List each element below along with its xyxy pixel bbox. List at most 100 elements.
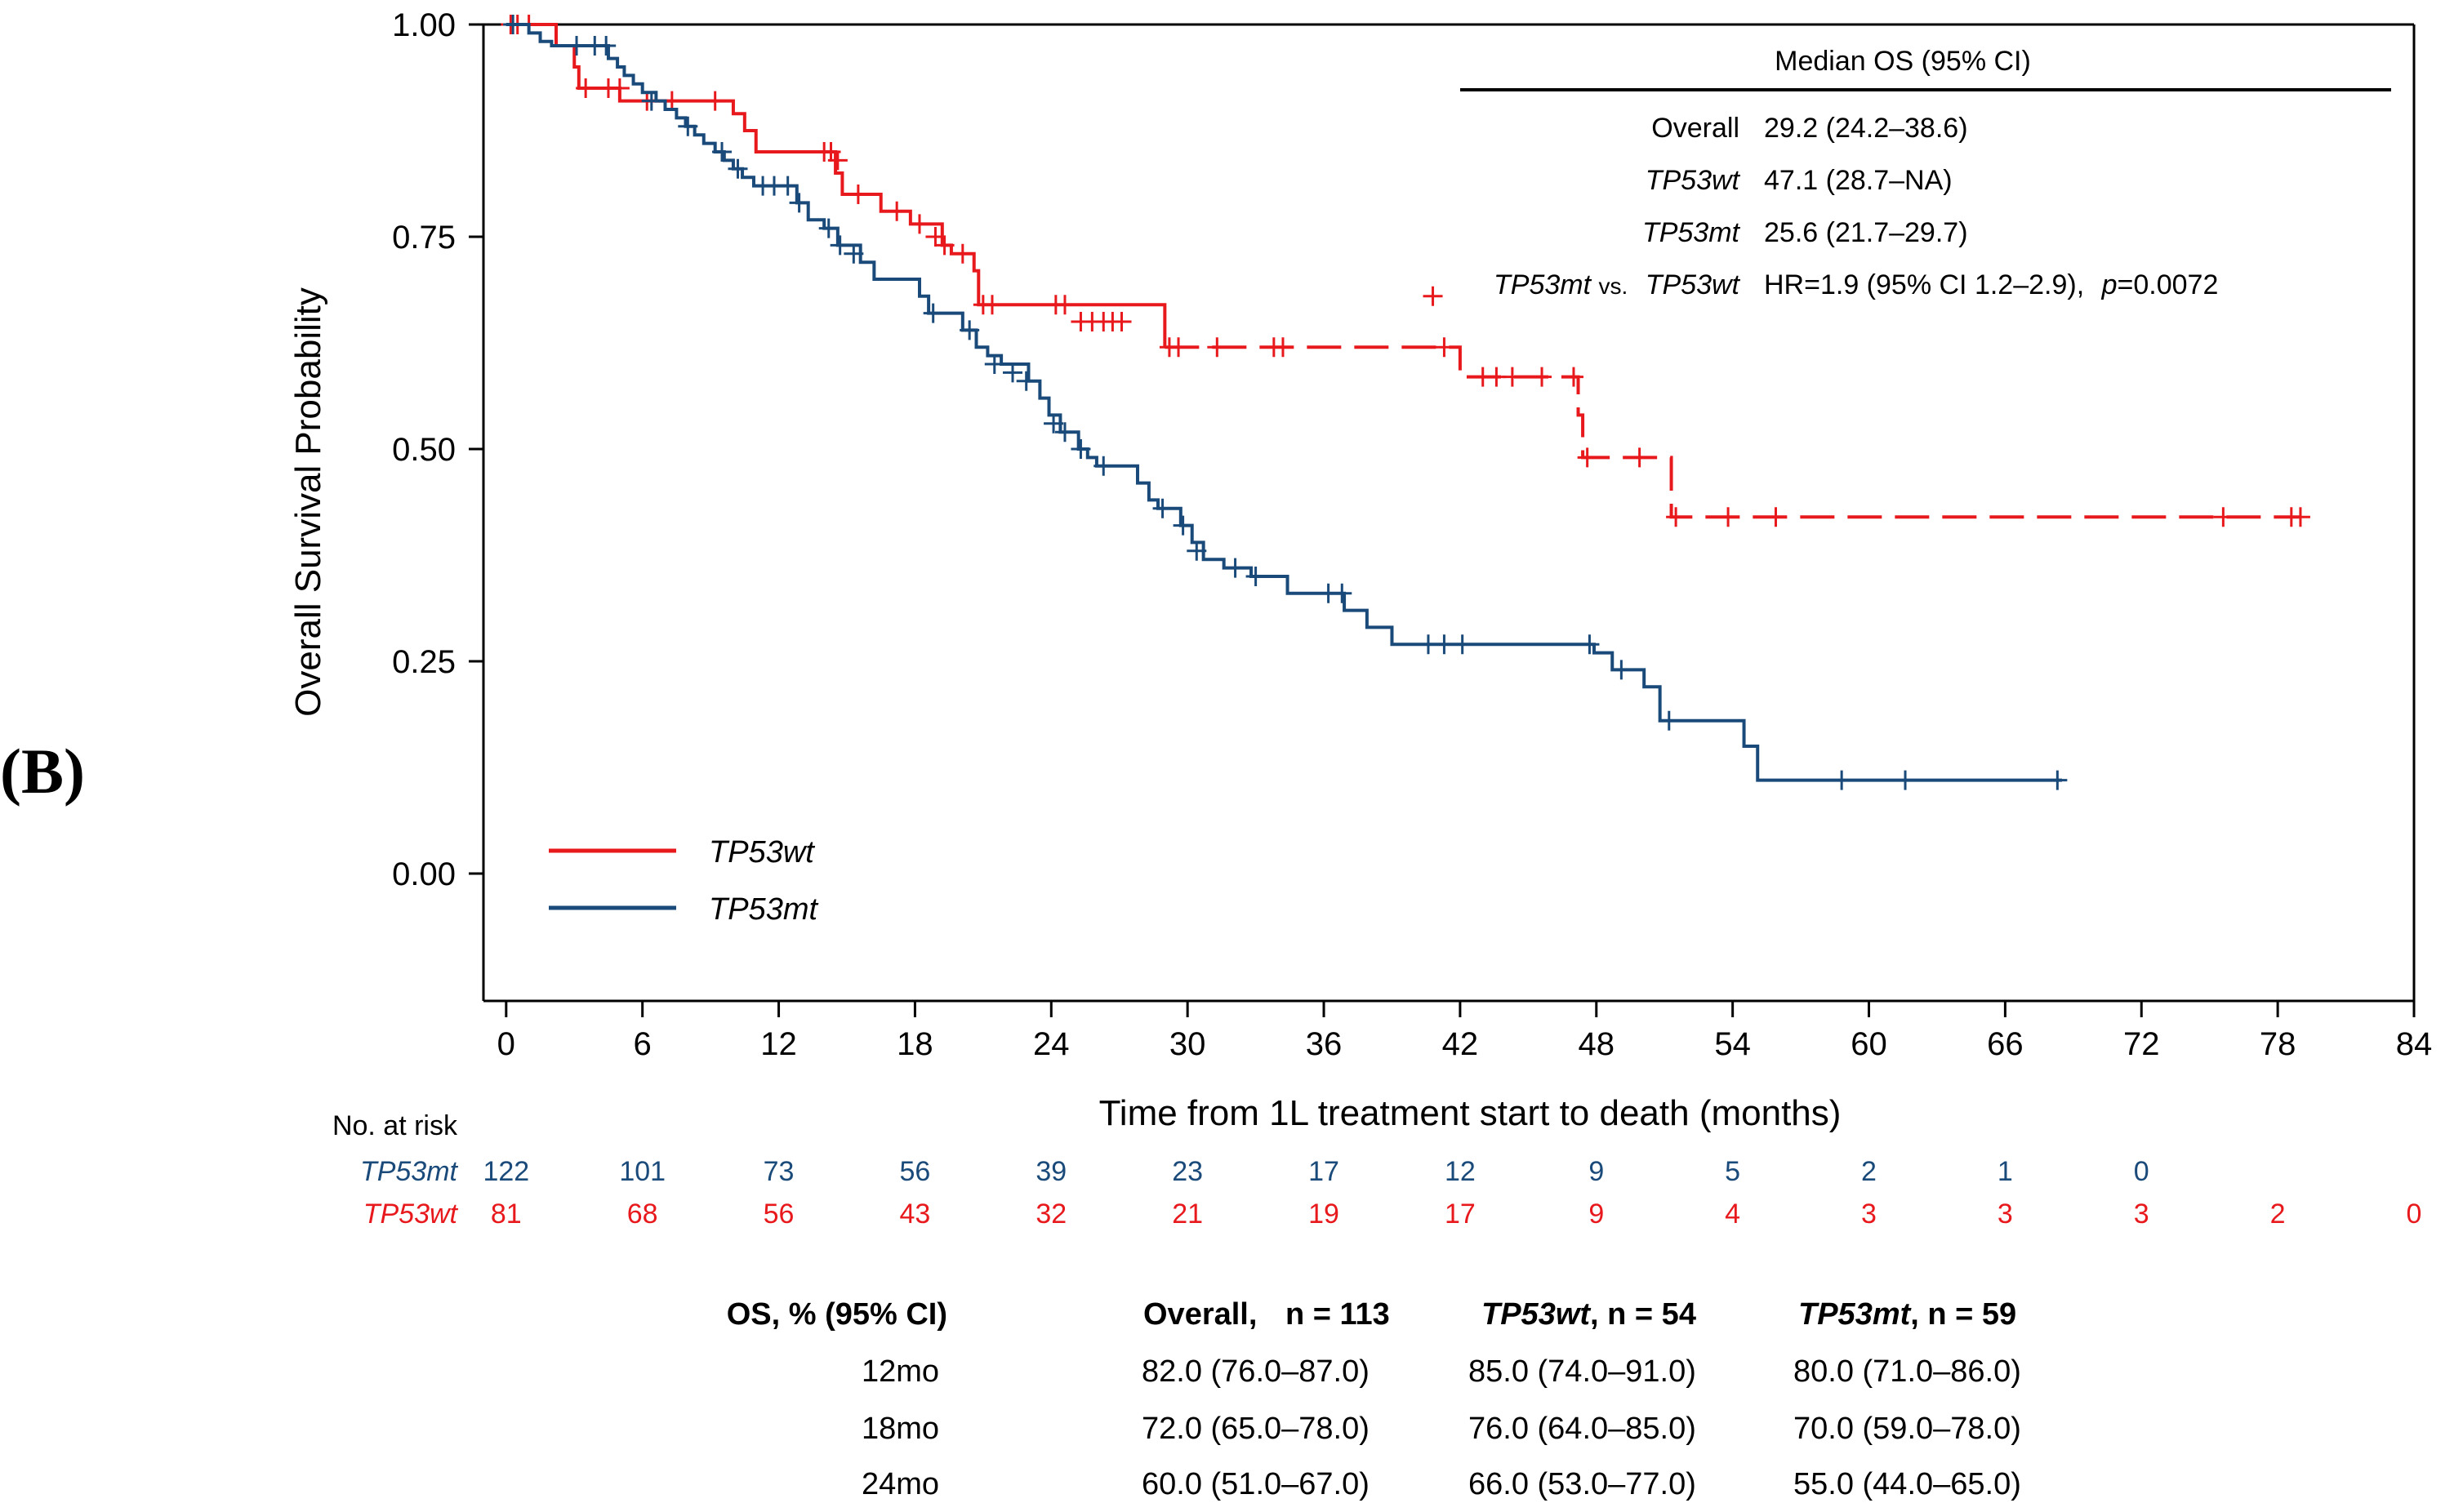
x-tick-label: 48 <box>1579 1026 1615 1062</box>
x-tick-label: 36 <box>1306 1026 1343 1062</box>
risk-value-tp53wt: 19 <box>1308 1198 1339 1230</box>
risk-value-tp53mt: 39 <box>1036 1156 1067 1187</box>
risk-value-tp53mt: 1 <box>1998 1156 2013 1187</box>
os-row-label: 18mo <box>862 1412 939 1446</box>
censor-mark-tp53mt <box>1611 660 1632 680</box>
os-row-overall: 82.0 (76.0–87.0) <box>1142 1354 1370 1389</box>
censor-mark-tp53mt <box>830 235 850 256</box>
censor-mark-tp53wt <box>982 295 1002 315</box>
series-layer <box>501 15 2310 790</box>
risk-value-tp53wt: 56 <box>764 1198 795 1230</box>
os-table-header-overall: Overall, n = 113 <box>1143 1297 1390 1332</box>
os-row-wt: 85.0 (74.0–91.0) <box>1468 1354 1696 1389</box>
censor-mark-tp53mt <box>641 91 661 111</box>
censor-mark-tp53mt <box>1152 498 1173 518</box>
os-header-wt-n: , n = 54 <box>1590 1297 1696 1332</box>
os-row-wt: 66.0 (53.0–77.0) <box>1468 1467 1696 1501</box>
risk-value-tp53mt: 101 <box>619 1156 666 1187</box>
hr-p-label: p <box>2101 269 2118 300</box>
censor-mark-tp53mt <box>923 303 943 323</box>
x-tick-label: 6 <box>634 1026 652 1062</box>
censor-mark-tp53wt <box>934 235 955 256</box>
risk-values: 122 101 73 56 39 23 17 12 9 5 2 1 081 68 56 43 32 21 19 17 9… <box>483 1156 2421 1230</box>
risk-value-tp53mt: 5 <box>1725 1156 1740 1187</box>
censor-mark-tp53wt <box>1563 367 1583 387</box>
median-row-value-mt: 25.6 (21.7–29.7) <box>1764 217 1968 248</box>
censor-mark-tp53wt <box>1169 337 1189 358</box>
risk-value-tp53wt: 68 <box>627 1198 658 1230</box>
panel-label: (B) <box>0 736 85 807</box>
censor-mark-tp53wt <box>887 201 907 221</box>
median-row-label-mt: TP53mt <box>1642 217 1741 248</box>
risk-value-tp53mt: 23 <box>1172 1156 1203 1187</box>
censor-mark-tp53mt <box>1003 362 1023 383</box>
censor-mark-tp53wt <box>1718 507 1739 527</box>
x-ticks: 0 6 12 18 24 30 36 42 48 54 60 66 72 78 84 <box>497 1001 2432 1062</box>
median-header: Median OS (95% CI) <box>1775 46 2031 77</box>
os-table-header-wt: TP53wt, n = 54 <box>1481 1297 1696 1332</box>
risk-value-tp53mt: 56 <box>900 1156 931 1187</box>
censor-mark-tp53mt <box>777 176 798 196</box>
risk-value-tp53wt: 2 <box>2270 1198 2286 1230</box>
censor-mark-tp53mt <box>818 218 839 238</box>
censor-mark-tp53wt <box>1666 507 1686 527</box>
y-ticks: 0.00 0.25 0.50 0.75 1.00 <box>392 7 483 892</box>
risk-value-tp53wt: 3 <box>1861 1198 1877 1230</box>
median-row-label-overall: Overall <box>1651 113 1739 144</box>
legend-label-wt: TP53wt <box>709 835 815 869</box>
censor-mark-tp53wt <box>1111 312 1132 331</box>
risk-value-tp53wt: 17 <box>1445 1198 1476 1230</box>
os-row-mt: 70.0 (59.0–78.0) <box>1793 1412 2021 1446</box>
censor-mark-tp53wt <box>925 227 946 247</box>
hr-label-b: TP53wt <box>1646 269 1741 300</box>
censor-mark-tp53wt <box>952 243 973 264</box>
censor-mark-tp53mt <box>1225 558 1245 578</box>
censor-mark-tp53wt <box>576 78 596 98</box>
censor-mark-tp53mt <box>789 193 809 213</box>
censor-mark-tp53mt <box>1071 439 1091 459</box>
censor-mark-tp53mt <box>844 243 864 264</box>
risk-title: No. at risk <box>332 1110 458 1141</box>
os-table: OS, % (95% CI) Overall, n = 113 TP53wt, … <box>727 1297 2021 1501</box>
censor-mark-tp53mt <box>1173 515 1193 536</box>
censor-mark-tp53wt <box>1577 447 1597 468</box>
risk-value-tp53mt: 0 <box>2134 1156 2149 1187</box>
risk-row-label-mt: TP53mt <box>360 1156 459 1187</box>
risk-value-tp53mt: 12 <box>1445 1156 1476 1187</box>
risk-table: No. at risk TP53mt TP53wt 122 101 73 56 39 23… <box>332 1110 2422 1230</box>
censor-mark-tp53mt <box>984 354 1004 374</box>
os-row-wt: 76.0 (64.0–85.0) <box>1468 1412 1696 1446</box>
censor-mark-tp53mt <box>1093 456 1114 476</box>
censor-mark-tp53wt <box>909 214 929 234</box>
os-header-mt-name: TP53mt <box>1798 1297 1912 1332</box>
os-row-overall: 60.0 (51.0–67.0) <box>1142 1467 1370 1501</box>
risk-value-tp53mt: 9 <box>1588 1156 1604 1187</box>
hr-p-value: =0.0072 <box>2118 269 2219 300</box>
censor-mark-tp53wt <box>1207 337 1227 358</box>
censor-mark-tp53mt <box>1054 422 1075 442</box>
os-row-label: 12mo <box>862 1354 939 1389</box>
risk-value-tp53wt: 3 <box>1998 1198 2013 1230</box>
censor-mark-tp53mt <box>1895 770 1916 790</box>
censor-mark-tp53mt <box>1332 583 1352 603</box>
hr-label-vs: vs. <box>1599 273 1628 299</box>
censor-mark-tp53mt <box>1187 540 1207 561</box>
x-tick-label: 42 <box>1442 1026 1479 1062</box>
x-tick-label: 0 <box>497 1026 515 1062</box>
x-tick-label: 30 <box>1169 1026 1206 1062</box>
censor-mark-tp53mt <box>1044 413 1064 434</box>
censor-mark-tp53wt <box>848 185 868 204</box>
os-row-label: 24mo <box>862 1467 939 1501</box>
censor-mark-tp53wt <box>2290 507 2310 527</box>
censor-mark-tp53wt <box>1532 367 1552 387</box>
hr-comparison-label: TP53mt vs. TP53wt <box>1494 269 1741 300</box>
censor-mark-tp53mt <box>2047 770 2068 790</box>
risk-value-tp53wt: 9 <box>1588 1198 1604 1230</box>
censor-mark-tp53wt <box>609 78 630 98</box>
censor-mark-tp53wt <box>827 150 848 171</box>
hr-label-a: TP53mt <box>1494 269 1592 300</box>
hr-value: HR=1.9 (95% CI 1.2–2.9), p=0.0072 <box>1764 269 2218 300</box>
os-table-header-mt: TP53mt, n = 59 <box>1798 1297 2016 1332</box>
risk-value-tp53wt: 81 <box>491 1198 522 1230</box>
os-row-mt: 55.0 (44.0–65.0) <box>1793 1467 2021 1501</box>
